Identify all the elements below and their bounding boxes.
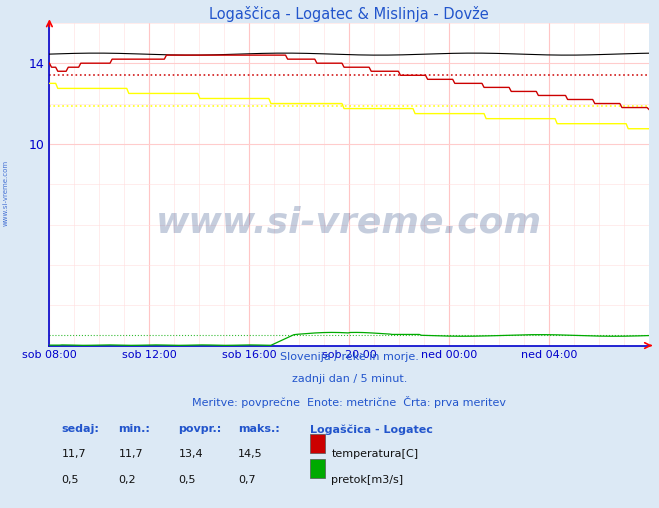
Text: www.si-vreme.com: www.si-vreme.com [2,160,9,226]
Text: 0,5: 0,5 [61,474,79,485]
Text: 11,7: 11,7 [119,450,143,459]
Text: Slovenija / reke in morje.: Slovenija / reke in morje. [280,352,418,362]
Text: Logaščica - Logatec: Logaščica - Logatec [310,424,433,435]
Text: 13,4: 13,4 [179,450,203,459]
Text: 14,5: 14,5 [239,450,263,459]
Text: temperatura[C]: temperatura[C] [331,450,418,459]
Text: maks.:: maks.: [239,424,280,434]
Text: zadnji dan / 5 minut.: zadnji dan / 5 minut. [291,374,407,384]
Text: 0,7: 0,7 [239,474,256,485]
Text: 0,2: 0,2 [119,474,136,485]
Text: min.:: min.: [119,424,150,434]
Text: Meritve: povprečne  Enote: metrične  Črta: prva meritev: Meritve: povprečne Enote: metrične Črta:… [192,396,506,408]
Bar [310,459,326,478]
Text: pretok[m3/s]: pretok[m3/s] [331,474,403,485]
Bar [310,434,326,453]
Text: www.si-vreme.com: www.si-vreme.com [156,206,542,240]
Text: 11,7: 11,7 [61,450,86,459]
Text: sedaj:: sedaj: [61,424,100,434]
Title: Logaščica - Logatec & Mislinja - Dovže: Logaščica - Logatec & Mislinja - Dovže [210,6,489,22]
Text: povpr.:: povpr.: [179,424,221,434]
Text: 0,5: 0,5 [179,474,196,485]
